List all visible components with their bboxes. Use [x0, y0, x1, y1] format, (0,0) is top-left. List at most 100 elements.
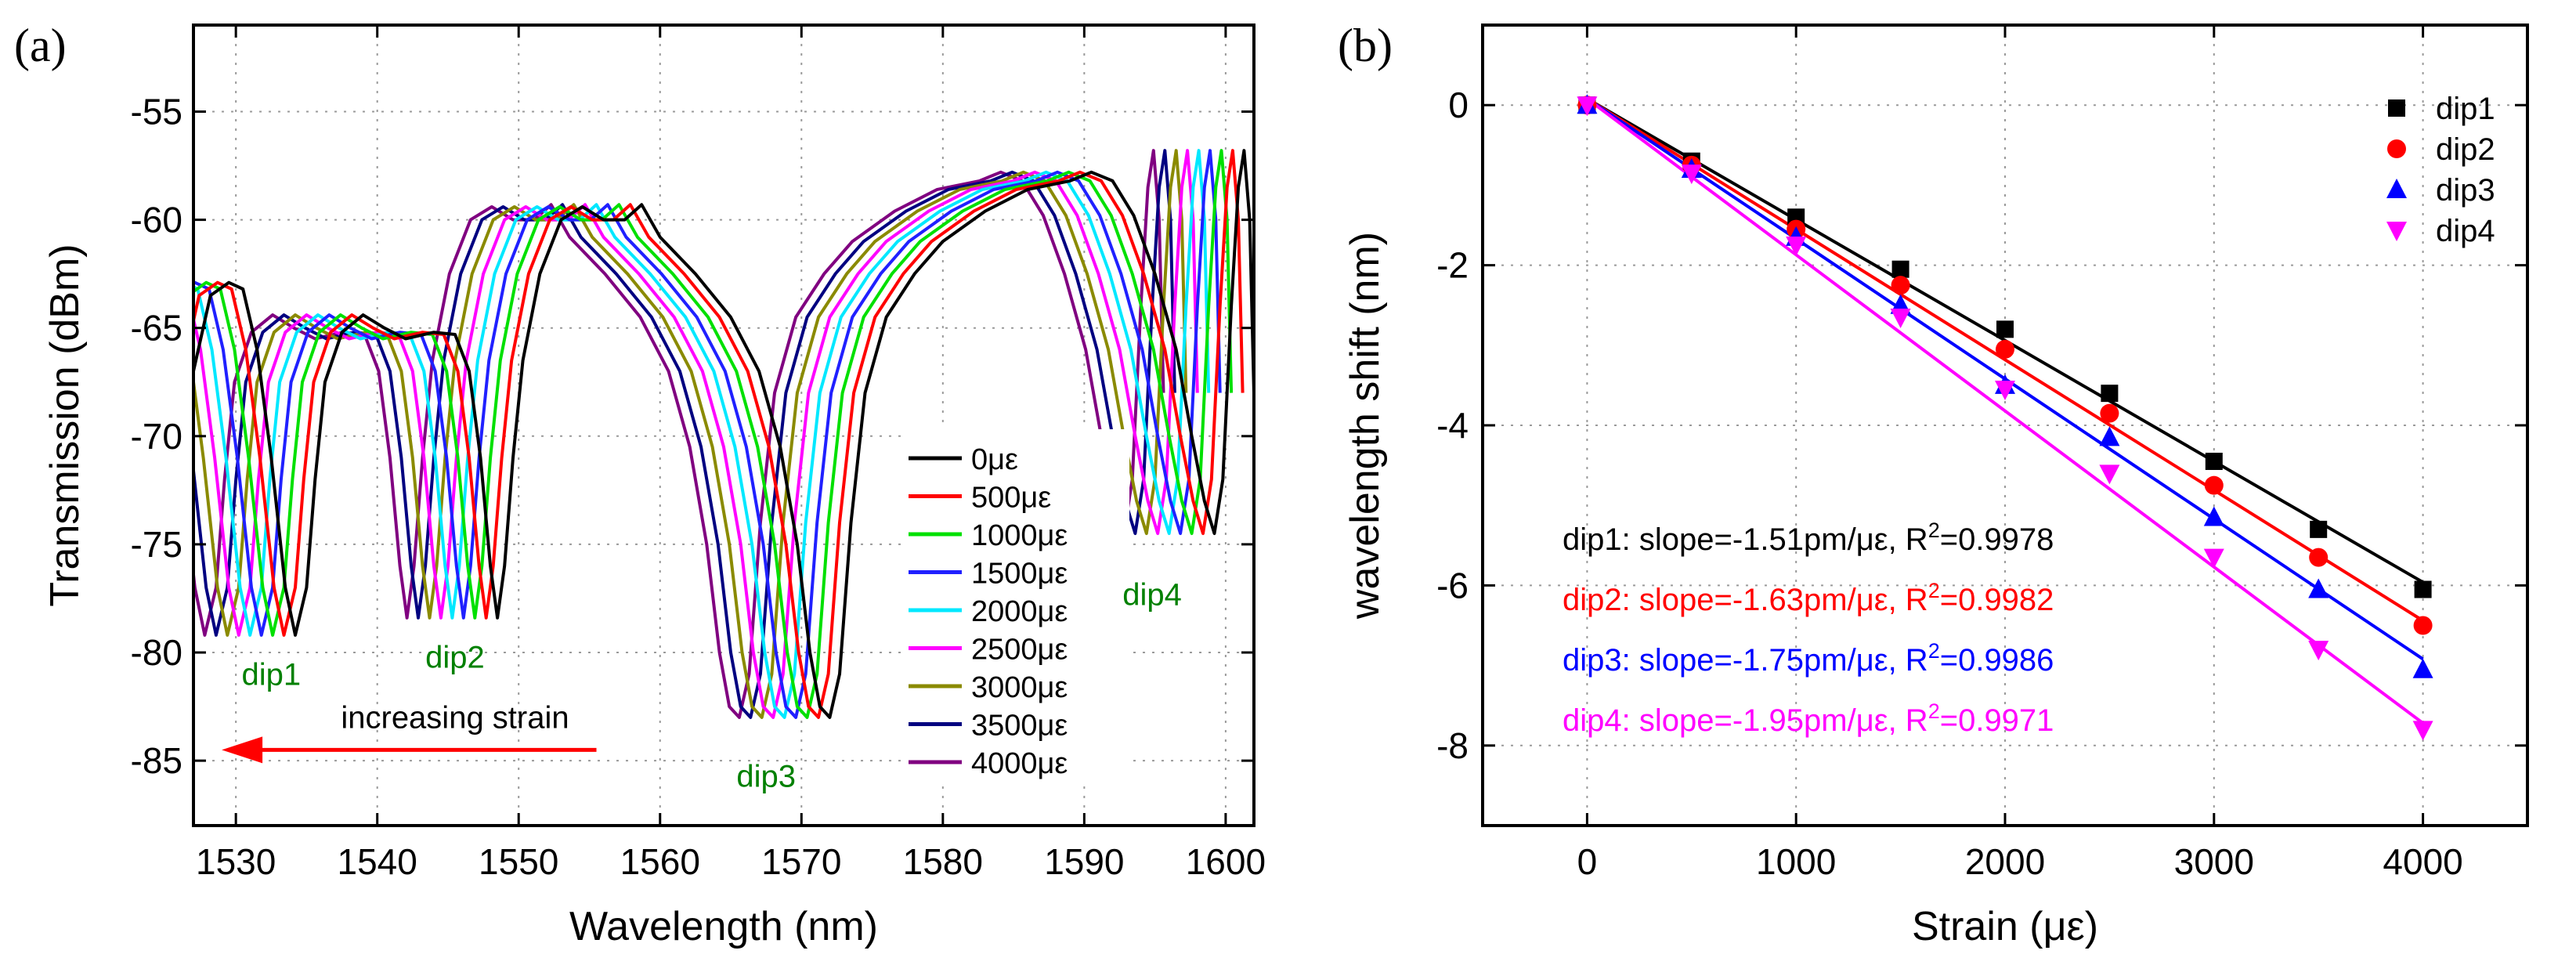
strain-point-dip4 [1681, 164, 1702, 185]
strain-legend: dip1 dip2 dip3 dip4 [2386, 92, 2495, 248]
spectrum-legend-label: 1000με [971, 519, 1068, 552]
strain-point-dip1 [2205, 452, 2223, 470]
spectrum-curve-2500με [193, 149, 1199, 719]
strain-point-dip1 [2101, 385, 2119, 403]
spectrum-legend-label: 4000με [971, 747, 1068, 780]
spectrum-y-tick-label: -85 [131, 740, 182, 781]
strain-data-points [1577, 94, 2433, 741]
strain-y-axis-label: wavelength shift (nm) [1342, 232, 1388, 620]
strain-axis-ticks: 0 1000 2000 3000 4000 0 -2 -4 -6 -8 [1436, 25, 2527, 882]
r-squared-equals: = [1940, 583, 1958, 617]
strain-point-dip4 [2412, 721, 2433, 741]
strain-fit-label-dip2: dip2: slope=-1.63pm/με, R2=0.9982 [1563, 579, 2054, 617]
fit-label-text: dip1: slope=-1.51pm/με, R [1563, 522, 1928, 557]
spectrum-x-tick-label: 1560 [620, 841, 700, 882]
strain-point-dip3 [2099, 426, 2120, 446]
spectrum-legend: 0με 500με 1000με 1500με 2000με 2500με 3000με 35… [901, 429, 1129, 782]
spectrum-annotations: dip1 dip2 dip3 dip4 increasing strain [222, 577, 1182, 793]
strain-point-dip4 [1577, 96, 1598, 117]
spectrum-x-tick-label: 1600 [1186, 841, 1266, 882]
strain-point-dip1 [1996, 320, 2014, 338]
strain-legend-marker [2388, 99, 2405, 117]
r-squared-equals: = [1940, 522, 1958, 557]
spectrum-legend-label: 2500με [971, 634, 1068, 667]
spectrum-legend-label: 0με [971, 443, 1018, 476]
r-squared-superscript: 2 [1928, 519, 1940, 542]
strain-legend-label: dip1 [2436, 92, 2495, 126]
strain-legend-label: dip2 [2436, 132, 2495, 167]
r-squared-value: 0.9986 [1958, 643, 2054, 678]
spectrum-x-tick-label: 1540 [338, 841, 417, 882]
spectrum-curve-1000με [193, 149, 1234, 719]
spectrum-y-tick-label: -65 [131, 308, 182, 349]
strain-x-tick-label: 4000 [2383, 841, 2462, 882]
r-squared-value: 0.9971 [1958, 703, 2054, 738]
strain-chart: 0 1000 2000 3000 4000 0 -2 -4 -6 -8 Strain (με) w… [1342, 23, 2529, 949]
strain-point-dip2 [2204, 475, 2224, 495]
strain-fit-lines [1586, 97, 2424, 725]
strain-point-dip4 [2203, 548, 2224, 569]
spectrum-chart: 1530 1540 1550 1560 1570 1580 1590 1600 -85 -80 -7… [42, 23, 1266, 949]
spectrum-annotation-label: dip2 [425, 640, 485, 674]
spectrum-curve-0με [193, 149, 1254, 719]
spectrum-legend-label: 3500με [971, 710, 1068, 743]
spectrum-legend-label: 1500με [971, 558, 1068, 591]
spectrum-x-tick-label: 1580 [903, 841, 983, 882]
strain-fit-label-dip3: dip3: slope=-1.75pm/με, R2=0.9986 [1563, 639, 2054, 678]
fit-label-text: dip4: slope=-1.95pm/με, R [1563, 703, 1928, 738]
r-squared-value: 0.9978 [1958, 522, 2054, 557]
strain-point-dip2 [2413, 616, 2433, 635]
spectrum-y-tick-label: -80 [131, 632, 182, 673]
spectrum-annotation-label: dip4 [1122, 577, 1182, 612]
strain-point-dip2 [2309, 548, 2329, 567]
strain-fit-line-dip4 [1586, 97, 2424, 725]
spectrum-y-tick-label: -70 [131, 416, 182, 457]
r-squared-equals: = [1940, 703, 1958, 738]
strain-point-dip2 [1891, 276, 1910, 295]
strain-x-tick-label: 0 [1577, 841, 1598, 882]
spectrum-annotation-label: increasing strain [341, 701, 569, 735]
strain-point-dip4 [2099, 464, 2120, 485]
spectrum-curve-1500με [193, 149, 1222, 719]
strain-point-dip4 [1995, 381, 2015, 401]
strain-point-dip2 [2100, 403, 2119, 423]
strain-y-tick-label: -6 [1436, 565, 1469, 605]
strain-y-tick-label: -2 [1436, 245, 1469, 286]
r-squared-equals: = [1940, 643, 1958, 678]
spectrum-annotation-label: dip3 [736, 759, 796, 793]
panel-a-label: (a) [14, 20, 67, 71]
spectrum-legend-label: 2000με [971, 595, 1068, 628]
fit-label-text: dip3: slope=-1.75pm/με, R [1563, 643, 1928, 678]
strain-legend-label: dip4 [2436, 214, 2495, 248]
spectrum-x-tick-label: 1530 [196, 841, 276, 882]
strain-point-dip4 [1890, 309, 1911, 329]
spectrum-plot-frame [192, 23, 1255, 827]
spectrum-axis-ticks: 1530 1540 1550 1560 1570 1580 1590 1600 -85 -80 -7… [131, 25, 1266, 882]
spectrum-curve-500με [193, 149, 1245, 719]
strain-point-dip1 [1891, 260, 1909, 278]
spectrum-x-tick-label: 1570 [761, 841, 841, 882]
spectrum-curves [193, 149, 1254, 719]
strain-legend-label: dip3 [2436, 173, 2495, 208]
strain-point-dip3 [2203, 506, 2224, 526]
strain-legend-marker [2386, 222, 2407, 241]
r-squared-value: 0.9982 [1958, 583, 2054, 617]
strain-point-dip3 [2308, 578, 2329, 598]
strain-x-tick-label: 3000 [2174, 841, 2254, 882]
spectrum-annotation-label: dip1 [241, 657, 301, 692]
strain-y-tick-label: 0 [1448, 85, 1469, 125]
strain-legend-marker [2387, 139, 2406, 158]
strain-x-axis-label: Strain (με) [1912, 904, 2098, 949]
spectrum-x-tick-label: 1590 [1044, 841, 1124, 882]
strain-point-dip3 [2412, 658, 2433, 678]
spectrum-legend-label: 3000με [971, 671, 1068, 704]
strain-point-dip2 [1996, 339, 2014, 359]
strain-point-dip4 [1786, 237, 1807, 257]
strain-x-tick-label: 2000 [1965, 841, 2045, 882]
spectrum-x-tick-label: 1550 [479, 841, 558, 882]
spectrum-y-axis-label: Transmission (dBm) [42, 244, 88, 606]
strain-fit-line-dip2 [1586, 97, 2424, 623]
strain-y-tick-label: -8 [1436, 725, 1469, 766]
